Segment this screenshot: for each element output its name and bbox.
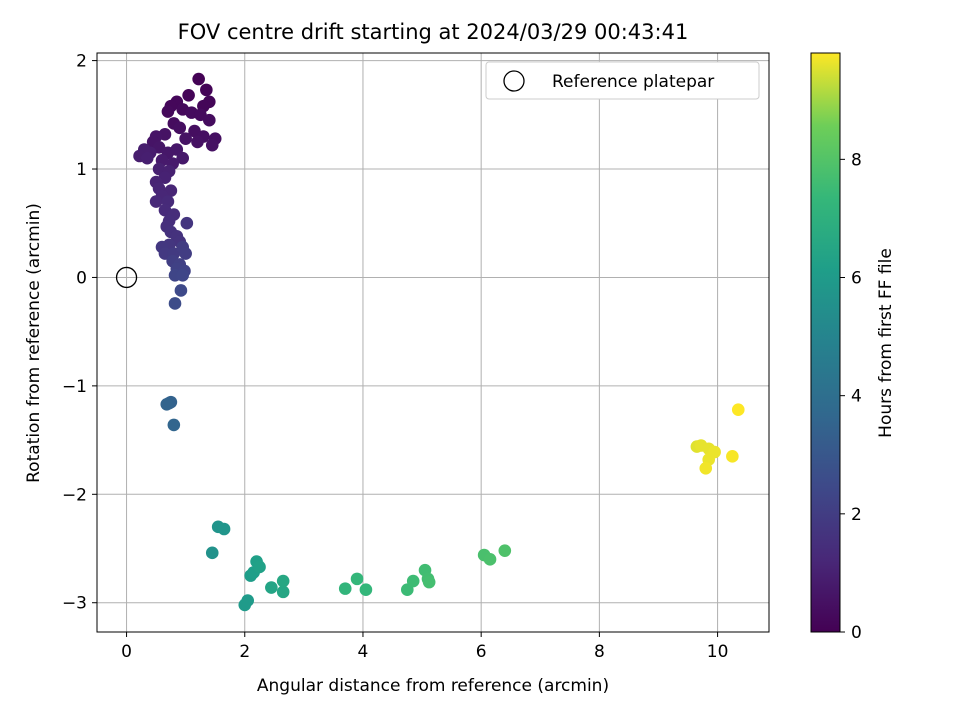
scatter-point — [167, 418, 181, 432]
scatter-point — [359, 583, 373, 597]
scatter-point — [179, 247, 192, 260]
y-tick-label: 0 — [76, 268, 87, 288]
scatter-point — [179, 132, 192, 145]
scatter-point — [140, 151, 154, 165]
scatter-point — [180, 216, 194, 230]
data-points — [133, 72, 745, 612]
scatter-point — [149, 195, 163, 208]
colorbar-ticks: 0 2 4 6 8 — [840, 150, 862, 643]
scatter-point — [498, 544, 512, 557]
colorbar-tick-label: 4 — [851, 387, 862, 407]
x-axis-ticks: 0 2 4 6 8 10 — [121, 632, 728, 662]
scatter-point — [161, 105, 175, 118]
scatter-point — [168, 297, 182, 310]
y-tick-label: −1 — [62, 377, 87, 397]
scatter-point — [200, 83, 213, 97]
scatter-point — [338, 582, 352, 595]
scatter-point — [276, 585, 290, 599]
scatter-point — [192, 72, 205, 86]
y-axis-ticks: −3 −2 −1 0 1 2 — [62, 52, 97, 614]
scatter-point — [406, 574, 420, 588]
grid — [97, 53, 769, 632]
scatter-point — [350, 572, 364, 586]
colorbar — [810, 52, 841, 633]
y-axis-label: Rotation from reference (arcmin) — [24, 203, 44, 483]
scatter-point — [265, 581, 278, 594]
scatter-point — [173, 121, 187, 135]
chart-title: FOV centre drift starting at 2024/03/29 … — [178, 20, 689, 44]
reference-marker-layer — [115, 266, 138, 289]
colorbar-tick-label: 8 — [851, 150, 862, 170]
scatter-point — [182, 88, 195, 102]
colorbar-tick-label: 6 — [851, 269, 862, 289]
plot-frame — [96, 52, 770, 633]
scatter-point — [699, 461, 713, 475]
colorbar-tick-label: 2 — [851, 505, 862, 525]
scatter-point — [176, 151, 189, 165]
colorbar-label: Hours from first FF file — [876, 248, 896, 438]
legend: Reference platepar — [485, 61, 760, 100]
reference-marker — [115, 266, 138, 289]
legend-marker — [503, 70, 525, 92]
scatter-point — [241, 594, 255, 607]
scatter-point — [483, 553, 497, 566]
legend-box — [485, 61, 760, 100]
scatter-point — [726, 450, 739, 463]
scatter-point — [176, 268, 189, 282]
legend-label: Reference platepar — [552, 72, 714, 92]
scatter-point — [217, 522, 231, 536]
x-tick-label: 10 — [707, 642, 729, 662]
scatter-point — [158, 247, 172, 260]
x-tick-label: 2 — [239, 642, 250, 662]
scatter-point — [205, 138, 219, 152]
scatter-point — [253, 560, 266, 574]
x-axis-label: Angular distance from reference (arcmin) — [257, 676, 609, 696]
x-tick-label: 4 — [358, 642, 369, 662]
y-tick-label: 2 — [76, 52, 87, 72]
colorbar-tick-label: 0 — [851, 623, 862, 643]
scatter-point — [276, 574, 290, 588]
x-tick-label: 0 — [121, 642, 132, 662]
scatter-point — [731, 403, 745, 417]
scatter-point — [191, 135, 204, 149]
scatter-point — [202, 113, 216, 127]
y-tick-label: −3 — [62, 594, 87, 614]
x-tick-label: 8 — [594, 642, 605, 662]
y-tick-label: 1 — [76, 160, 87, 180]
x-tick-label: 6 — [476, 642, 487, 662]
y-tick-label: −2 — [62, 485, 87, 505]
scatter-point — [422, 575, 436, 589]
scatter-point — [174, 284, 188, 297]
scatter-point — [160, 398, 174, 411]
scatter-point — [205, 546, 219, 560]
